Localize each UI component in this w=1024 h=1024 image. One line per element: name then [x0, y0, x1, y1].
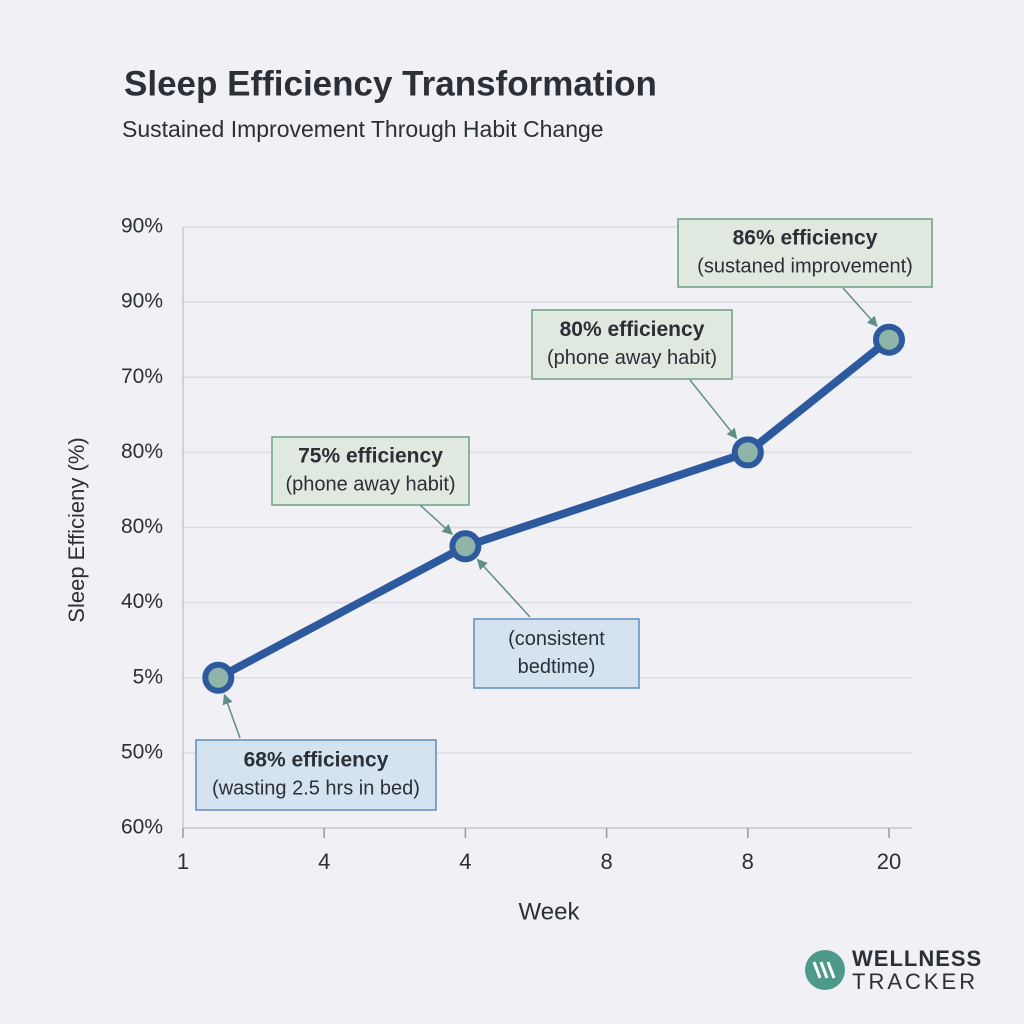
- x-tick-label: 4: [459, 849, 471, 874]
- logo-mark: [812, 961, 836, 979]
- annotation-text: 68% efficiency: [244, 749, 389, 772]
- y-tick-label: 60%: [121, 816, 163, 839]
- y-axis-label: Sleep Efficieny (%): [64, 437, 89, 622]
- annotation-text: (consistent: [508, 628, 605, 650]
- y-tick-label: 80%: [121, 440, 163, 463]
- annotation-text: (wasting 2.5 hrs in bed): [212, 777, 420, 799]
- point: [202, 661, 235, 694]
- annotation-text: (sustaned improvement): [697, 255, 913, 277]
- logo-text: WELLNESS: [852, 946, 982, 971]
- annotation-box: [531, 309, 733, 380]
- logo-text: TRACKER: [852, 969, 978, 994]
- x-tick-label: 20: [877, 849, 901, 874]
- annotation-box: [677, 218, 933, 288]
- y-tick-label: 5%: [133, 665, 163, 688]
- annotation-text: (phone away habit): [285, 473, 455, 495]
- y-tick-label: 90%: [121, 290, 163, 313]
- x-axis-label: Week: [519, 898, 581, 925]
- annotation-box: [195, 739, 437, 811]
- annotation-arrow: [419, 504, 453, 535]
- line: [214, 335, 893, 682]
- point: [449, 530, 482, 563]
- logo: WELLNESS TRACKER: [805, 946, 982, 994]
- annotation-arrow: [476, 558, 531, 618]
- y-tick-label: 50%: [121, 740, 163, 763]
- annotation-box: [473, 618, 640, 689]
- x-tick-label: 8: [742, 849, 754, 874]
- chart-title: Sleep Efficiency Transformation: [124, 64, 657, 103]
- x-tick-label: 1: [177, 849, 189, 874]
- chart-subtitle: Sustained Improvement Through Habit Chan…: [122, 116, 604, 142]
- y-tick-label: 40%: [121, 590, 163, 613]
- annotation-text: (phone away habit): [547, 347, 717, 369]
- annotation-arrow: [222, 693, 241, 739]
- x-tick-label: 8: [600, 849, 612, 874]
- annotation-text: 80% efficiency: [560, 318, 705, 341]
- annotation-box: [271, 436, 470, 506]
- y-tick-label: 90%: [121, 215, 163, 238]
- point: [873, 323, 905, 356]
- annotation-arrow: [842, 287, 878, 328]
- y-tick-label: 80%: [121, 515, 163, 538]
- point: [731, 436, 764, 469]
- annotation-text: 86% efficiency: [733, 227, 878, 250]
- annotation-arrow: [689, 379, 738, 440]
- y-tick-label: 70%: [121, 365, 163, 388]
- annotation-text: bedtime): [518, 656, 596, 678]
- x-tick-label: 4: [318, 849, 330, 874]
- annotation-text: 75% efficiency: [298, 445, 443, 468]
